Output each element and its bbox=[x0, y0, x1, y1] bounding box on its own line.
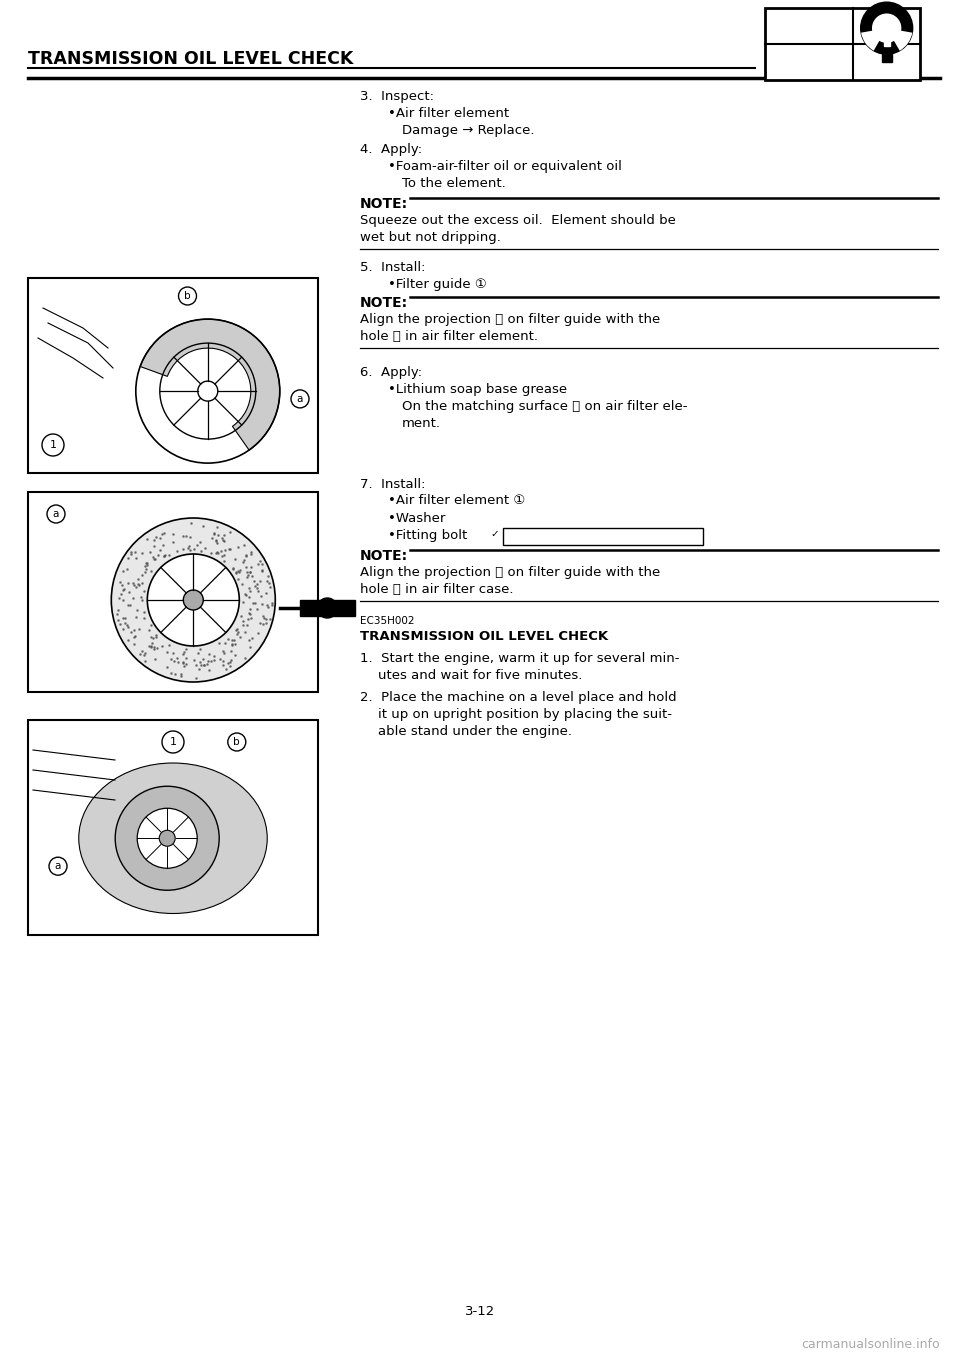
Bar bbox=[28, 278, 318, 473]
Text: On the matching surface ⓐ on air filter ele-: On the matching surface ⓐ on air filter … bbox=[402, 401, 687, 413]
Text: INSP: INSP bbox=[787, 14, 831, 31]
Text: 6.  Apply:: 6. Apply: bbox=[360, 367, 422, 379]
Text: ment.: ment. bbox=[402, 417, 441, 430]
Text: hole ⓑ in air filter element.: hole ⓑ in air filter element. bbox=[360, 330, 538, 344]
Circle shape bbox=[861, 3, 913, 54]
Text: TRANSMISSION OIL LEVEL CHECK: TRANSMISSION OIL LEVEL CHECK bbox=[28, 50, 353, 68]
Text: a: a bbox=[297, 394, 303, 403]
Text: Squeeze out the excess oil.  Element should be: Squeeze out the excess oil. Element shou… bbox=[360, 215, 676, 227]
Bar bbox=[28, 492, 318, 693]
Text: •Air filter element ①: •Air filter element ① bbox=[388, 494, 525, 508]
Text: a: a bbox=[55, 861, 61, 872]
Text: •Foam-air-filter oil or equivalent oil: •Foam-air-filter oil or equivalent oil bbox=[388, 160, 622, 172]
Bar bbox=[883, 38, 890, 46]
Bar bbox=[503, 527, 703, 545]
Bar bbox=[300, 600, 355, 617]
Text: 5.  Install:: 5. Install: bbox=[360, 261, 425, 274]
Circle shape bbox=[873, 14, 900, 42]
Text: Damage → Replace.: Damage → Replace. bbox=[402, 124, 535, 137]
Circle shape bbox=[111, 517, 276, 682]
Text: 3.  Inspect:: 3. Inspect: bbox=[360, 90, 434, 103]
Text: •Washer: •Washer bbox=[388, 512, 445, 524]
Circle shape bbox=[115, 786, 219, 891]
Text: 1: 1 bbox=[50, 440, 57, 449]
Text: •Fitting bolt: •Fitting bolt bbox=[388, 528, 468, 542]
Circle shape bbox=[183, 589, 204, 610]
Text: 1.  Start the engine, warm it up for several min-: 1. Start the engine, warm it up for seve… bbox=[360, 652, 680, 664]
Text: To the element.: To the element. bbox=[402, 177, 506, 190]
Circle shape bbox=[147, 554, 239, 646]
Text: Align the projection ⓐ on filter guide with the: Align the projection ⓐ on filter guide w… bbox=[360, 314, 660, 326]
Bar bbox=[765, 8, 920, 80]
Text: it up on upright position by placing the suit-: it up on upright position by placing the… bbox=[378, 708, 672, 721]
Text: •Air filter element: •Air filter element bbox=[388, 107, 509, 120]
Text: Align the projection ⓐ on filter guide with the: Align the projection ⓐ on filter guide w… bbox=[360, 566, 660, 579]
Text: wet but not dripping.: wet but not dripping. bbox=[360, 231, 501, 244]
Wedge shape bbox=[140, 319, 279, 449]
Bar bbox=[881, 41, 892, 62]
Wedge shape bbox=[887, 29, 912, 50]
Text: ✓: ✓ bbox=[490, 528, 499, 539]
Text: 7.  Install:: 7. Install: bbox=[360, 478, 425, 490]
Text: TRANSMISSION OIL LEVEL CHECK: TRANSMISSION OIL LEVEL CHECK bbox=[360, 630, 608, 642]
Circle shape bbox=[318, 598, 337, 618]
Text: 1: 1 bbox=[170, 737, 177, 747]
Text: 4.  Apply:: 4. Apply: bbox=[360, 143, 422, 156]
Text: NOTE:: NOTE: bbox=[360, 549, 408, 564]
Text: •Filter guide ①: •Filter guide ① bbox=[388, 277, 487, 291]
Text: 3-12: 3-12 bbox=[465, 1305, 495, 1319]
Text: NOTE:: NOTE: bbox=[360, 296, 408, 311]
Text: carmanualsonline.info: carmanualsonline.info bbox=[802, 1338, 940, 1351]
Text: EC35H002: EC35H002 bbox=[360, 617, 415, 626]
Text: able stand under the engine.: able stand under the engine. bbox=[378, 725, 572, 737]
Text: b: b bbox=[233, 737, 240, 747]
Text: NOTE:: NOTE: bbox=[360, 197, 408, 210]
Circle shape bbox=[137, 808, 197, 868]
Text: ADJ: ADJ bbox=[793, 49, 826, 67]
Text: 2 Nm (0.2 m•kg, 1.4 ft•lb): 2 Nm (0.2 m•kg, 1.4 ft•lb) bbox=[516, 530, 690, 542]
Circle shape bbox=[159, 830, 176, 846]
Text: hole ⓑ in air filter case.: hole ⓑ in air filter case. bbox=[360, 583, 514, 596]
Text: b: b bbox=[324, 603, 331, 612]
Bar bbox=[28, 720, 318, 936]
Text: 2.  Place the machine on a level place and hold: 2. Place the machine on a level place an… bbox=[360, 691, 677, 703]
Wedge shape bbox=[861, 29, 887, 50]
Text: •Lithium soap base grease: •Lithium soap base grease bbox=[388, 383, 567, 397]
Text: utes and wait for five minutes.: utes and wait for five minutes. bbox=[378, 668, 583, 682]
Ellipse shape bbox=[79, 763, 267, 914]
Text: b: b bbox=[184, 291, 191, 301]
Text: a: a bbox=[53, 509, 60, 519]
